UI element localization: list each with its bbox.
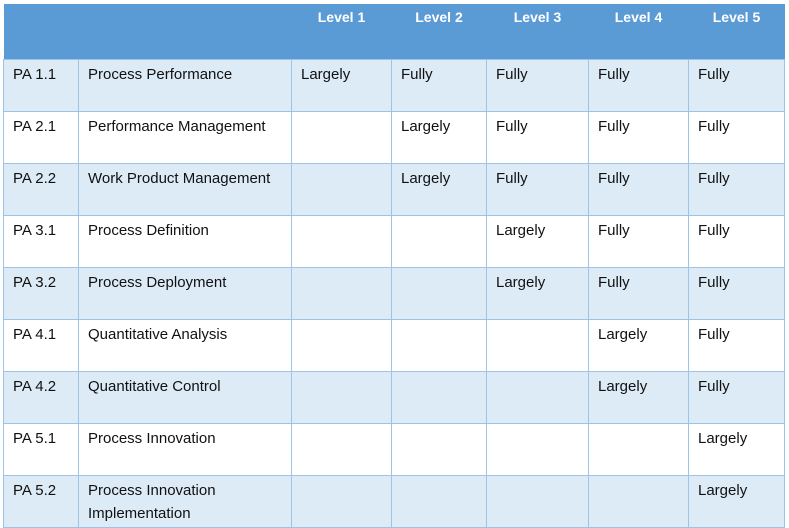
process-attribute-name: Performance Management [78,111,292,164]
level-rating-cell: Fully [486,59,589,112]
process-attribute-id: PA 4.1 [3,319,79,372]
process-attribute-id: PA 3.1 [3,215,79,268]
level-rating-cell [391,371,487,424]
level-rating-cell [588,423,689,476]
level-rating-cell: Largely [486,267,589,320]
level-rating-cell: Fully [588,111,689,164]
level-rating-cell [291,215,392,268]
level-rating-cell [291,163,392,216]
table-row: PA 5.2 Process Innovation Implementation L… [3,475,785,528]
level-rating-cell: Fully [486,163,589,216]
level-rating-cell [291,111,392,164]
level-rating-cell: Fully [588,215,689,268]
column-header: Level 4 [588,4,689,60]
process-attribute-name: Quantitative Analysis [78,319,292,372]
process-attribute-name: Process Deployment [78,267,292,320]
level-rating-cell [391,475,487,528]
level-rating-cell: Largely [391,163,487,216]
level-rating-cell [588,475,689,528]
process-attribute-name: Quantitative Control [78,371,292,424]
level-rating-cell [391,267,487,320]
level-rating-cell [391,319,487,372]
level-rating-cell: Largely [588,371,689,424]
process-attribute-name: Process Innovation [78,423,292,476]
level-rating-cell: Fully [588,163,689,216]
table-row: PA 2.1 Performance Management Largely Fully… [3,111,785,164]
level-rating-cell: Fully [688,215,785,268]
level-rating-cell: Fully [588,59,689,112]
level-rating-cell: Largely [291,59,392,112]
level-rating-cell: Fully [688,111,785,164]
process-attribute-id: PA 1.1 [3,59,79,112]
level-rating-cell: Fully [688,319,785,372]
level-rating-cell: Largely [688,475,785,528]
level-rating-cell: Fully [688,59,785,112]
level-rating-cell [486,423,589,476]
level-rating-cell [291,267,392,320]
process-attribute-id: PA 2.2 [3,163,79,216]
level-rating-cell [486,475,589,528]
level-rating-cell [486,319,589,372]
process-attribute-id: PA 3.2 [3,267,79,320]
process-attribute-name: Work Product Management [78,163,292,216]
level-rating-cell [291,319,392,372]
process-attribute-id: PA 5.2 [3,475,79,528]
level-rating-cell [391,215,487,268]
level-rating-cell: Largely [391,111,487,164]
level-rating-cell: Largely [486,215,589,268]
table-row: PA 3.1 Process Definition Largely Fully Full… [3,215,785,268]
column-header: Level 5 [688,4,785,60]
level-rating-cell [291,423,392,476]
column-header: Level 3 [486,4,589,60]
column-header [78,4,292,60]
process-attribute-name: Process Innovation Implementation [78,475,292,528]
process-attribute-name: Process Definition [78,215,292,268]
table-row: PA 5.1 Process Innovation Largely [3,423,785,476]
level-rating-cell: Fully [391,59,487,112]
table-row: PA 1.1 Process Performance Largely Fully Ful… [3,59,785,112]
capability-levels-table: Level 1 Level 2 Level 3 Level 4 Level 5 PA 1… [3,4,785,528]
column-header: Level 2 [391,4,487,60]
level-rating-cell: Fully [588,267,689,320]
level-rating-cell [291,475,392,528]
level-rating-cell: Fully [688,163,785,216]
table-row: PA 4.2 Quantitative Control Largely Fully [3,371,785,424]
process-attribute-id: PA 2.1 [3,111,79,164]
level-rating-cell [291,371,392,424]
table-row: PA 2.2 Work Product Management Largely Full… [3,163,785,216]
level-rating-cell: Fully [688,267,785,320]
level-rating-cell: Fully [486,111,589,164]
level-rating-cell [486,371,589,424]
level-rating-cell: Fully [688,371,785,424]
column-header [3,4,79,60]
process-attribute-name: Process Performance [78,59,292,112]
process-attribute-id: PA 5.1 [3,423,79,476]
table-row: PA 3.2 Process Deployment Largely Fully Full… [3,267,785,320]
header-row: Level 1 Level 2 Level 3 Level 4 Level 5 [3,4,785,60]
level-rating-cell: Largely [688,423,785,476]
process-attribute-id: PA 4.2 [3,371,79,424]
column-header: Level 1 [291,4,392,60]
level-rating-cell: Largely [588,319,689,372]
level-rating-cell [391,423,487,476]
table-row: PA 4.1 Quantitative Analysis Largely Fully [3,319,785,372]
